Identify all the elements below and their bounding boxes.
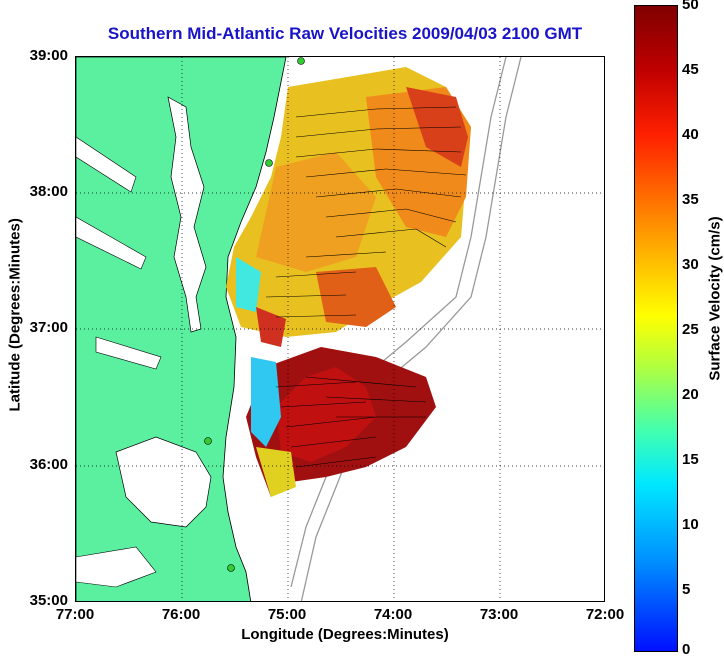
colorbar-tick: 0 xyxy=(682,641,691,658)
x-axis-label: Longitude (Degrees:Minutes) xyxy=(241,626,449,643)
colorbar xyxy=(634,5,678,652)
radar-sites xyxy=(204,57,305,572)
y-tick-label: 37:00 xyxy=(29,319,68,336)
x-tick-label: 72:00 xyxy=(585,606,625,623)
grid-lines xyxy=(76,57,604,601)
x-tick-label: 74:00 xyxy=(373,606,413,623)
radar-site-marker xyxy=(227,564,235,572)
colorbar-tick: 45 xyxy=(682,61,699,78)
colorbar-tick: 10 xyxy=(682,516,699,533)
y-tick-label: 35:00 xyxy=(29,592,68,609)
x-tick-label: 75:00 xyxy=(267,606,307,623)
colorbar-tick: 25 xyxy=(682,321,699,338)
colorbar-tick: 50 xyxy=(682,0,699,13)
x-tick-label: 73:00 xyxy=(479,606,519,623)
colorbar-tick: 40 xyxy=(682,126,699,143)
x-tick-label: 77:00 xyxy=(55,606,95,623)
radar-site-marker xyxy=(204,437,212,445)
sound-water xyxy=(115,436,212,528)
y-tick-label: 38:00 xyxy=(29,183,68,200)
colorbar-tick: 30 xyxy=(682,256,699,273)
colorbar-tick: 35 xyxy=(682,191,699,208)
x-tick-label: 76:00 xyxy=(161,606,201,623)
colorbar-tick: 20 xyxy=(682,386,699,403)
colorbar-tick: 5 xyxy=(682,581,691,598)
radar-site-marker xyxy=(265,159,273,167)
chart-title: Southern Mid-Atlantic Raw Velocities 200… xyxy=(107,24,583,43)
map-plot-area[interactable] xyxy=(75,56,605,602)
map-svg xyxy=(76,57,604,601)
colorbar-label: Surface Velocity (cm/s) xyxy=(706,216,724,381)
radar-site-marker xyxy=(297,57,305,65)
y-tick-label: 39:00 xyxy=(29,47,68,64)
y-axis-label: Latitude (Degrees:Minutes) xyxy=(6,218,24,412)
y-tick-label: 36:00 xyxy=(29,456,68,473)
colorbar-tick: 15 xyxy=(682,451,699,468)
